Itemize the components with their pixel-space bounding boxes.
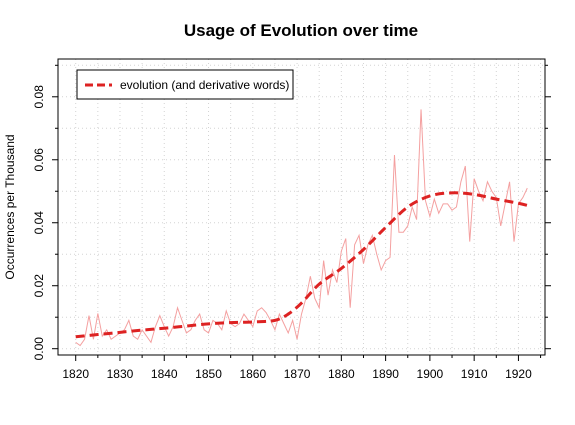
x-tick-label: 1910: [461, 367, 488, 381]
gridlines: [58, 59, 545, 355]
y-tick-label: 0.04: [32, 211, 46, 235]
series-trend-line: [75, 191, 528, 339]
x-tick-label: 1830: [107, 367, 134, 381]
x-tick-label: 1880: [328, 367, 355, 381]
axes: 1820 1830 1840 1850 1860 1870 1880 1890 1900 1910…: [32, 64, 551, 381]
plot-frame: [57, 58, 546, 356]
y-tick-label: 0.06: [32, 148, 46, 172]
y-axis-label: Occurrences per Thousand: [3, 134, 17, 279]
x-tick-label: 1890: [372, 367, 399, 381]
x-tick-label: 1850: [195, 367, 222, 381]
x-tick-label: 1820: [62, 367, 89, 381]
y-tick-label: 0.02: [32, 274, 46, 298]
y-tick-label: 0.08: [32, 85, 46, 109]
legend-label: evolution (and derivative words): [120, 78, 289, 92]
x-tick-label: 1900: [417, 367, 444, 381]
x-tick-label: 1870: [284, 367, 311, 381]
x-tick-label: 1840: [151, 367, 178, 381]
y-tick-label: 0.00: [32, 337, 46, 361]
chart-title: Usage of Evolution over time: [184, 21, 418, 40]
legend-box: [76, 69, 294, 100]
series-layer: [75, 109, 528, 347]
legend: evolution (and derivative words): [76, 69, 294, 100]
x-tick-label: 1920: [505, 367, 532, 381]
x-tick-label: 1860: [239, 367, 266, 381]
series-raw-line: [75, 109, 528, 347]
